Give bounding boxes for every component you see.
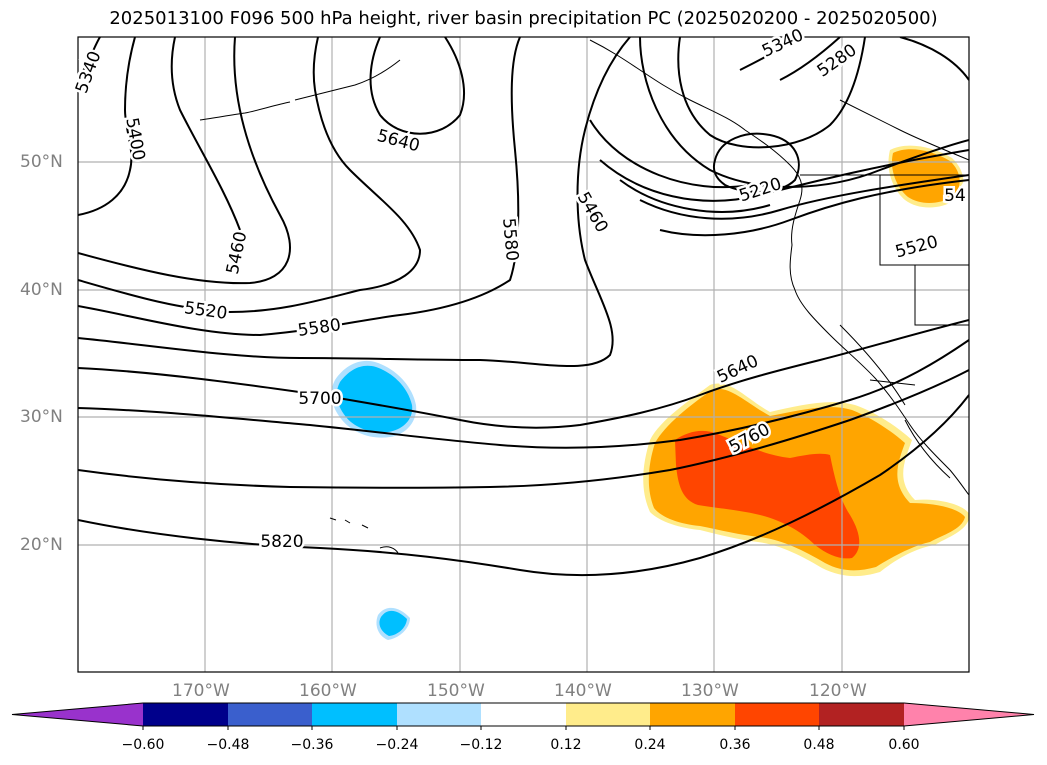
contour-label: 5580: [498, 217, 522, 262]
lat-label: 40°N: [20, 280, 63, 300]
colorbar-tick-label: −0.60: [121, 737, 165, 753]
contour-label: 5400: [121, 116, 148, 162]
height-contours: [78, 37, 969, 577]
colorbar-extend-high: [904, 703, 1034, 726]
colorbar-tick-label: −0.24: [375, 737, 419, 753]
lat-label: 50°N: [20, 152, 63, 172]
lat-label: 30°N: [20, 407, 63, 427]
contour-label: 5280: [814, 40, 861, 81]
colorbar-segment: [397, 703, 481, 726]
colorbar-segment: [143, 703, 228, 726]
colorbar-segment: [566, 703, 650, 726]
colorbar-segment: [650, 703, 735, 726]
colorbar-tick-label: −0.48: [206, 737, 250, 753]
colorbar-segment: [228, 703, 312, 726]
contour-label: 5520: [183, 298, 229, 324]
contour-label: 5580: [296, 315, 342, 341]
graticule: [78, 37, 969, 672]
contour-label: 5700: [298, 389, 341, 409]
precip-negative-region: [331, 360, 417, 640]
colorbar-segment: [819, 703, 904, 726]
colorbar-extend-low: [12, 703, 143, 726]
colorbar-segment: [481, 703, 566, 726]
contour-label: 5340: [72, 49, 106, 96]
colorbar-tick-label: 0.12: [550, 737, 582, 753]
colorbar-segment: [312, 703, 397, 726]
lon-label: 130°W: [681, 681, 739, 701]
colorbar: [11, 702, 1035, 730]
contour-label: 5220: [737, 174, 784, 206]
contour-label: 5340: [759, 25, 807, 61]
contour-label: 5820: [260, 532, 303, 552]
map-frame: [77, 36, 970, 673]
contour-label: 54: [944, 186, 966, 206]
colorbar-tick-label: 0.36: [719, 737, 751, 753]
lon-label: 160°W: [299, 681, 357, 701]
contour-label: 5640: [375, 126, 422, 157]
lon-label: 170°W: [172, 681, 230, 701]
colorbar-tick-label: 0.60: [888, 737, 920, 753]
lat-label: 20°N: [20, 535, 63, 555]
colorbar-tick-label: −0.12: [459, 737, 503, 753]
lon-label: 150°W: [427, 681, 485, 701]
colorbar-tick-label: 0.24: [634, 737, 666, 753]
lon-label: 140°W: [554, 681, 612, 701]
colorbar-segment: [735, 703, 819, 726]
lon-label: 120°W: [809, 681, 867, 701]
colorbar-tick-label: 0.48: [803, 737, 835, 753]
map-title: 2025013100 F096 500 hPa height, river ba…: [109, 8, 938, 29]
colorbar-tick-label: −0.36: [290, 737, 334, 753]
contour-label: 5460: [223, 230, 252, 276]
contour-label: 5520: [893, 232, 940, 263]
